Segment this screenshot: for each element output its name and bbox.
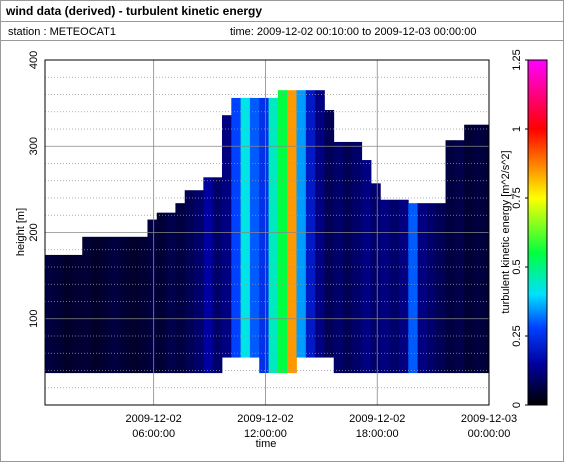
heatmap-cell — [277, 90, 288, 374]
heatmap-cell — [436, 203, 446, 374]
y-tick-label: 200 — [28, 223, 40, 241]
plot-border — [44, 59, 490, 406]
heatmap-cell — [380, 199, 391, 374]
x-axis-label: time — [256, 438, 277, 450]
chart-title: wind data (derived) - turbulent kinetic … — [5, 4, 262, 18]
colorbar-tick-label: 1.25 — [511, 49, 523, 70]
heatmap-cell — [175, 203, 186, 374]
heatmap-cell — [296, 90, 307, 358]
heatmap-cell — [100, 236, 111, 374]
heatmap-cell — [408, 203, 418, 374]
colorbar-tick-label: 0.5 — [511, 259, 523, 274]
heatmap-cell — [315, 90, 325, 358]
heatmap-cell — [259, 97, 269, 374]
heatmap-cell — [398, 199, 409, 374]
heatmap-cell — [138, 236, 148, 374]
heatmap-cell — [464, 124, 474, 374]
y-tick-label: 100 — [28, 310, 40, 328]
heatmap-cell — [473, 124, 484, 374]
heatmap-cell — [417, 203, 428, 374]
heatmap-cell — [212, 177, 223, 374]
heatmap-cell — [482, 124, 490, 374]
heatmap-cell — [91, 236, 102, 374]
x-tick-label: 06:00:00 — [132, 428, 175, 440]
heatmap-cell — [119, 236, 130, 374]
heatmap-cell — [166, 212, 176, 374]
colorbar-tick-label: 0.25 — [511, 325, 523, 346]
time-range: time: 2009-12-02 00:10:00 to 2009-12-03 … — [230, 26, 476, 38]
heatmap-cell — [128, 236, 139, 374]
heatmap-cell — [445, 140, 456, 374]
heatmap-cell — [352, 141, 363, 374]
heatmap-cell — [231, 97, 242, 358]
heatmap-cell — [156, 212, 167, 374]
heatmap-cell — [194, 190, 204, 374]
heatmap-cell — [426, 203, 437, 374]
heatmap-cell — [343, 141, 353, 374]
y-axis-label: height [m] — [15, 208, 27, 256]
station: station : METEOCAT1 — [8, 26, 116, 38]
colorbar-label: turbulent kinetic energy [m^2/s^2] — [500, 150, 512, 313]
x-tick-label: 00:00:00 — [468, 428, 511, 440]
colorbar — [527, 59, 548, 406]
heatmap-cell — [240, 97, 251, 358]
x-tick-label: 12:00:00 — [244, 428, 287, 440]
heatmap-cell — [268, 97, 279, 374]
heatmap-cell — [110, 236, 120, 374]
heatmap-cell — [184, 190, 195, 374]
heatmap-cell — [287, 90, 297, 374]
y-tick-label: 300 — [28, 137, 40, 155]
heatmap-cell — [454, 140, 465, 374]
heatmap-cell — [45, 254, 55, 374]
x-tick-label: 2009-12-02 — [349, 413, 405, 425]
heatmap-cell — [389, 199, 400, 374]
heatmap-cell — [82, 236, 92, 374]
heatmap-cell — [333, 141, 344, 374]
heatmap-cell — [63, 254, 74, 374]
x-tick-label: 2009-12-03 — [461, 413, 517, 425]
heatmap-cell — [147, 219, 158, 374]
y-tick-label: 400 — [28, 51, 40, 69]
colorbar-tick-label: 1 — [511, 126, 523, 132]
heatmap-cell — [221, 115, 232, 358]
heatmap-cell — [371, 183, 381, 374]
heatmap-cell — [249, 97, 260, 358]
colorbar-tick-label: 0 — [511, 402, 523, 408]
x-tick-label: 2009-12-02 — [126, 413, 182, 425]
heatmap-cell — [54, 254, 65, 374]
colorbar-tick-label: 0.75 — [511, 187, 523, 208]
x-tick-label: 18:00:00 — [356, 428, 399, 440]
heatmap-cell — [324, 110, 335, 358]
heatmap-cell — [361, 160, 372, 374]
heatmap-cell — [72, 254, 83, 374]
x-tick-label: 2009-12-02 — [237, 413, 293, 425]
heatmap-cell — [203, 177, 214, 374]
heatmap-cell — [305, 90, 316, 358]
